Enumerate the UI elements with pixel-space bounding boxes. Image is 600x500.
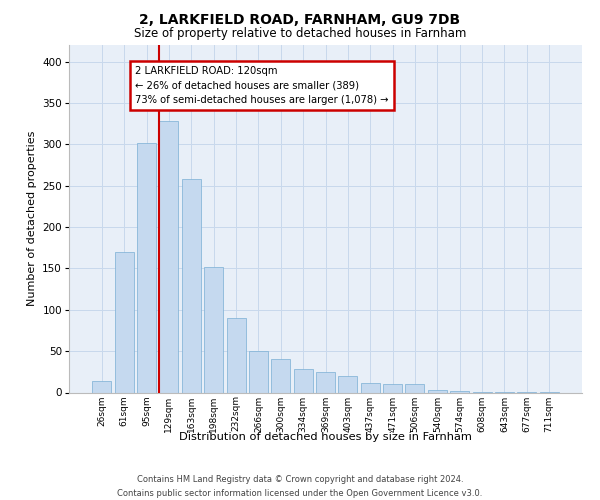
- Bar: [160, 121, 178, 392]
- Bar: [182, 179, 201, 392]
- Text: 2, LARKFIELD ROAD, FARNHAM, GU9 7DB: 2, LARKFIELD ROAD, FARNHAM, GU9 7DB: [139, 12, 461, 26]
- Bar: [92, 381, 112, 392]
- Bar: [204, 266, 223, 392]
- Text: Distribution of detached houses by size in Farnham: Distribution of detached houses by size …: [179, 432, 472, 442]
- Y-axis label: Number of detached properties: Number of detached properties: [27, 131, 37, 306]
- Bar: [428, 390, 447, 392]
- Bar: [249, 351, 268, 393]
- Bar: [293, 370, 313, 392]
- Bar: [115, 252, 134, 392]
- Bar: [271, 360, 290, 392]
- Bar: [383, 384, 402, 392]
- Text: 2 LARKFIELD ROAD: 120sqm
← 26% of detached houses are smaller (389)
73% of semi-: 2 LARKFIELD ROAD: 120sqm ← 26% of detach…: [136, 66, 389, 106]
- Bar: [227, 318, 245, 392]
- Text: Contains HM Land Registry data © Crown copyright and database right 2024.
Contai: Contains HM Land Registry data © Crown c…: [118, 476, 482, 498]
- Bar: [406, 384, 424, 392]
- Bar: [450, 391, 469, 392]
- Text: Size of property relative to detached houses in Farnham: Size of property relative to detached ho…: [134, 28, 466, 40]
- Bar: [316, 372, 335, 392]
- Bar: [338, 376, 358, 392]
- Bar: [361, 382, 380, 392]
- Bar: [137, 142, 156, 392]
